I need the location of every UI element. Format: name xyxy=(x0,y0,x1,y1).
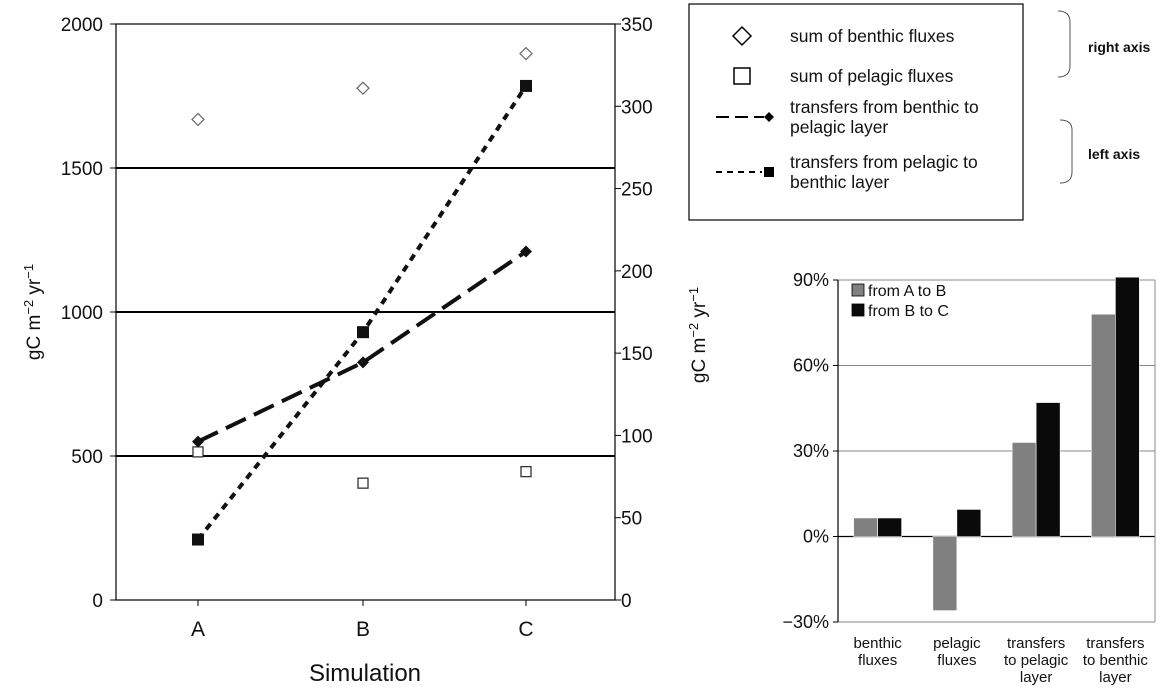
bar-y-tick-label: 60% xyxy=(793,356,829,376)
bar-b-to-c xyxy=(1035,402,1061,537)
open-square-marker xyxy=(192,446,204,458)
x-tick-label: B xyxy=(356,618,370,641)
open-diamond-marker xyxy=(191,112,205,127)
bar-category-label: transfers to pelagic layer xyxy=(1004,635,1069,686)
y-tick-label-right: 150 xyxy=(621,344,653,365)
bar-a-to-b xyxy=(853,517,878,537)
bar-a-to-b xyxy=(1091,313,1116,537)
legend-open-diamond xyxy=(731,25,753,47)
bar-b-to-c xyxy=(1115,276,1140,537)
y-tick-label-right: 100 xyxy=(621,426,653,447)
x-tick-label: A xyxy=(191,618,205,641)
bar-category-label: benthic fluxes xyxy=(853,635,902,669)
bar-a-to-b xyxy=(932,536,958,611)
filled-diamond-marker xyxy=(357,356,369,369)
legend-filled-diamond xyxy=(764,112,774,122)
legend-open-square xyxy=(733,67,751,85)
x-axis-title: Simulation xyxy=(309,660,421,687)
bar-category-label: pelagic fluxes xyxy=(933,635,981,669)
y-tick-label-right: 350 xyxy=(621,15,653,36)
y-tick-label-left: 500 xyxy=(71,447,103,468)
bar-chart: −30% 0% 30% 60% 90% benthic fluxes pelagic fluxe… xyxy=(686,270,1156,686)
legend-label: transfers from pelagic to benthic layer xyxy=(790,152,978,192)
bar-category-label: transfers to benthic layer xyxy=(1083,635,1149,686)
y-tick-label-left: 2000 xyxy=(61,15,103,36)
legend-label: sum of pelagic fluxes xyxy=(790,66,954,86)
x-tick-label: C xyxy=(518,618,533,641)
open-diamond-marker xyxy=(519,46,533,61)
bar-legend-swatch xyxy=(851,303,865,317)
bar-y-tick-label: 0% xyxy=(803,527,829,547)
bar-a-to-b xyxy=(1011,442,1037,537)
y-tick-label-left: 1500 xyxy=(61,159,103,180)
series-line-3 xyxy=(197,249,528,444)
open-diamond-marker xyxy=(356,81,370,96)
y-tick-label-right: 0 xyxy=(621,591,632,612)
left-axis-brace xyxy=(1059,119,1073,184)
y-tick-label-left: 1000 xyxy=(61,303,103,324)
bar-y-tick-label: 90% xyxy=(793,270,829,290)
bar-b-to-c xyxy=(956,509,982,537)
filled-square-marker xyxy=(357,326,369,339)
legend-label: sum of benthic fluxes xyxy=(790,26,955,46)
open-square-marker xyxy=(520,465,532,478)
legend-group-right: right axis xyxy=(1088,39,1150,55)
legend-filled-square xyxy=(764,167,774,177)
bar-y-tick-label: 30% xyxy=(793,441,829,461)
legend-group-left: left axis xyxy=(1088,146,1140,162)
bar-legend-label: from A to B xyxy=(868,283,946,300)
y-tick-label-right: 50 xyxy=(621,509,642,530)
bar-legend-label: from B to C xyxy=(868,303,949,320)
open-square-marker xyxy=(357,477,369,489)
filled-diamond-marker xyxy=(520,245,532,258)
y-tick-label-right: 300 xyxy=(621,97,653,118)
bar-b-to-c xyxy=(877,517,902,537)
line-chart: 0 500 1000 1500 2000 0 50 100 150 200 250 300 350 A B C… xyxy=(21,15,653,687)
filled-square-marker xyxy=(520,79,532,92)
y-tick-label-right: 200 xyxy=(621,262,653,283)
y-tick-label-left: 0 xyxy=(92,591,103,612)
legend-label: transfers from benthic to pelagic layer xyxy=(790,97,979,137)
bar-legend-swatch xyxy=(851,283,865,297)
y-tick-label-right: 250 xyxy=(621,180,653,201)
y-axis-title-bar: gC m−2 yr−1 xyxy=(686,287,710,383)
filled-square-marker xyxy=(192,533,204,546)
right-axis-brace xyxy=(1057,10,1071,78)
filled-diamond-marker xyxy=(192,435,204,448)
legend: sum of benthic fluxes sum of pelagic flux… xyxy=(688,3,1150,221)
bar-y-tick-label: −30% xyxy=(782,612,829,632)
y-axis-title-left: gC m−2 yr−1 xyxy=(21,264,45,360)
